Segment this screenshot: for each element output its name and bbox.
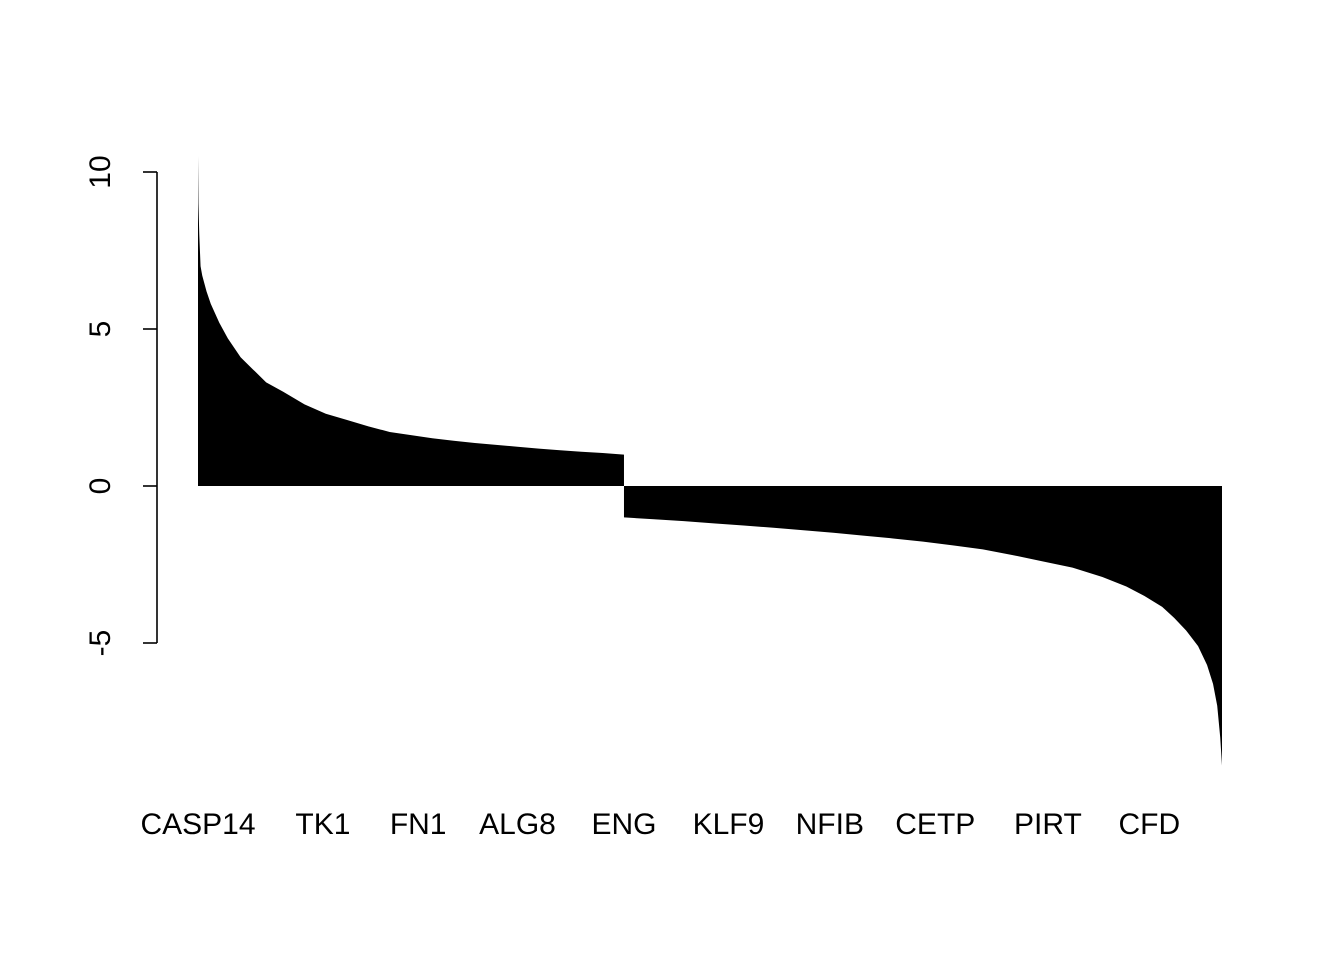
x-tick-label: CETP [895,808,975,841]
y-tick-label: 10 [84,155,117,188]
x-tick-label: NFIB [796,808,864,841]
positive-bars [198,156,624,487]
x-tick-label: ALG8 [479,808,556,841]
y-tick-label: -5 [84,630,117,657]
x-tick-label: PIRT [1014,808,1082,841]
x-tick-label: CASP14 [140,808,255,841]
x-tick-label: FN1 [390,808,447,841]
bar-series [198,156,1222,766]
y-tick-label: 0 [84,478,117,495]
negative-bars [623,486,1222,766]
x-tick-label: TK1 [295,808,350,841]
x-tick-label: CFD [1118,808,1180,841]
x-axis-labels: CASP14 TK1 FN1 ALG8 ENG KLF9 NFIB CETP PIRT CFD [140,808,1180,841]
x-tick-label: ENG [591,808,656,841]
y-tick-label: 5 [84,321,117,338]
y-axis: -5 0 5 10 [84,155,158,657]
x-tick-label: KLF9 [693,808,765,841]
